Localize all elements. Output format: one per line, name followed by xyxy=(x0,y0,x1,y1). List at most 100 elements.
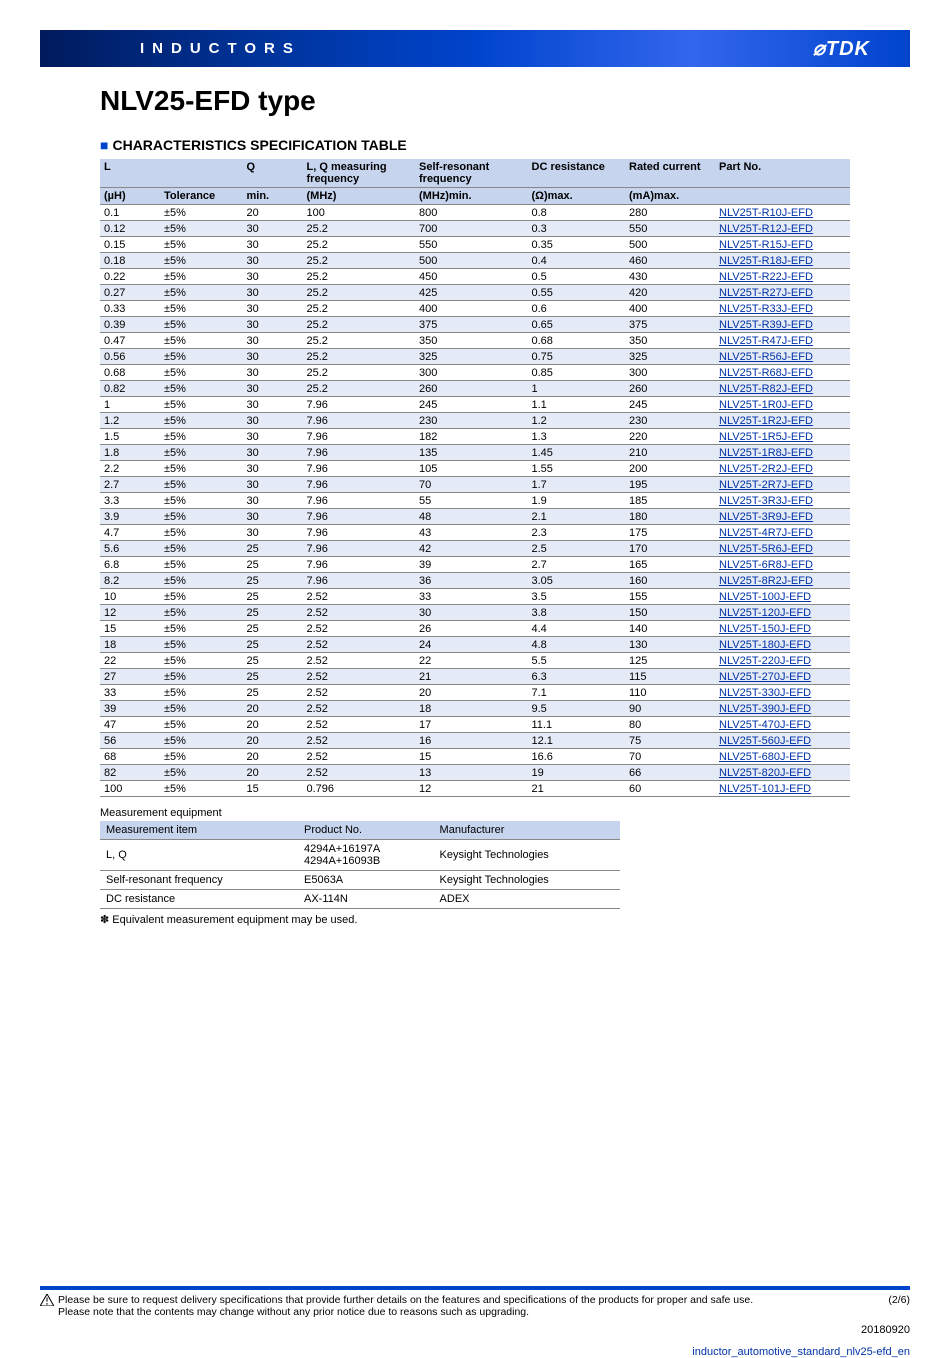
table-cell: 7.1 xyxy=(528,685,626,701)
table-cell: 25.2 xyxy=(303,333,416,349)
table-cell: 2.2 xyxy=(100,461,160,477)
part-link[interactable]: NLV25T-220J-EFD xyxy=(719,655,811,667)
spec-header: Self-resonant frequency xyxy=(415,159,528,188)
part-link[interactable]: NLV25T-R56J-EFD xyxy=(719,351,813,363)
part-link[interactable]: NLV25T-R18J-EFD xyxy=(719,255,813,267)
table-row: 18±5%252.52244.8130NLV25T-180J-EFD xyxy=(100,637,850,653)
part-link[interactable]: NLV25T-680J-EFD xyxy=(719,751,811,763)
table-cell: 30 xyxy=(243,253,303,269)
table-row: 15±5%252.52264.4140NLV25T-150J-EFD xyxy=(100,621,850,637)
part-link[interactable]: NLV25T-3R3J-EFD xyxy=(719,495,813,507)
part-link[interactable]: NLV25T-270J-EFD xyxy=(719,671,811,683)
table-cell: 20 xyxy=(243,701,303,717)
table-cell: 25 xyxy=(243,653,303,669)
table-cell: 15 xyxy=(415,749,528,765)
table-cell: 30 xyxy=(243,381,303,397)
part-link[interactable]: NLV25T-330J-EFD xyxy=(719,687,811,699)
table-cell: 350 xyxy=(625,333,715,349)
table-cell: 2.52 xyxy=(303,589,416,605)
table-cell: 0.39 xyxy=(100,317,160,333)
table-cell: NLV25T-680J-EFD xyxy=(715,749,850,765)
table-cell: 430 xyxy=(625,269,715,285)
table-row: 47±5%202.521711.180NLV25T-470J-EFD xyxy=(100,717,850,733)
table-cell: ±5% xyxy=(160,461,243,477)
table-row: 5.6±5%257.96422.5170NLV25T-5R6J-EFD xyxy=(100,541,850,557)
part-link[interactable]: NLV25T-8R2J-EFD xyxy=(719,575,813,587)
table-cell: ±5% xyxy=(160,349,243,365)
table-cell: 80 xyxy=(625,717,715,733)
part-link[interactable]: NLV25T-150J-EFD xyxy=(719,623,811,635)
table-cell: ±5% xyxy=(160,749,243,765)
part-link[interactable]: NLV25T-180J-EFD xyxy=(719,639,811,651)
table-cell: ±5% xyxy=(160,765,243,781)
part-link[interactable]: NLV25T-1R2J-EFD xyxy=(719,415,813,427)
table-cell: NLV25T-1R5J-EFD xyxy=(715,429,850,445)
table-cell: NLV25T-R39J-EFD xyxy=(715,317,850,333)
table-cell: 0.56 xyxy=(100,349,160,365)
spec-header: L, Q measuring frequency xyxy=(303,159,416,188)
table-cell: 47 xyxy=(100,717,160,733)
table-row: 0.27±5%3025.24250.55420NLV25T-R27J-EFD xyxy=(100,285,850,301)
table-cell: 21 xyxy=(415,669,528,685)
table-cell: 20 xyxy=(243,749,303,765)
table-cell: DC resistance xyxy=(100,890,298,909)
meas-header: Product No. xyxy=(298,821,434,840)
part-link[interactable]: NLV25T-120J-EFD xyxy=(719,607,811,619)
table-cell: 4.7 xyxy=(100,525,160,541)
part-link[interactable]: NLV25T-5R6J-EFD xyxy=(719,543,813,555)
spec-subheader: (MHz) xyxy=(303,188,416,205)
table-row: 0.82±5%3025.22601260NLV25T-R82J-EFD xyxy=(100,381,850,397)
part-link[interactable]: NLV25T-R10J-EFD xyxy=(719,207,813,219)
part-link[interactable]: NLV25T-R33J-EFD xyxy=(719,303,813,315)
table-cell: ±5% xyxy=(160,717,243,733)
part-link[interactable]: NLV25T-6R8J-EFD xyxy=(719,559,813,571)
table-cell: 135 xyxy=(415,445,528,461)
spec-header: L xyxy=(100,159,160,188)
table-cell: NLV25T-R82J-EFD xyxy=(715,381,850,397)
table-cell: 7.96 xyxy=(303,557,416,573)
part-link[interactable]: NLV25T-R27J-EFD xyxy=(719,287,813,299)
table-row: 0.12±5%3025.27000.3550NLV25T-R12J-EFD xyxy=(100,221,850,237)
table-cell: 8.2 xyxy=(100,573,160,589)
table-cell: ±5% xyxy=(160,237,243,253)
part-link[interactable]: NLV25T-101J-EFD xyxy=(719,783,811,795)
part-link[interactable]: NLV25T-3R9J-EFD xyxy=(719,511,813,523)
table-cell: 3.05 xyxy=(528,573,626,589)
table-cell: NLV25T-R68J-EFD xyxy=(715,365,850,381)
spec-header: DC resistance xyxy=(528,159,626,188)
table-cell: 20 xyxy=(243,717,303,733)
part-link[interactable]: NLV25T-2R2J-EFD xyxy=(719,463,813,475)
part-link[interactable]: NLV25T-R47J-EFD xyxy=(719,335,813,347)
table-cell: 25.2 xyxy=(303,381,416,397)
table-row: 0.18±5%3025.25000.4460NLV25T-R18J-EFD xyxy=(100,253,850,269)
spec-subheader: Tolerance xyxy=(160,188,243,205)
meas-header: Measurement item xyxy=(100,821,298,840)
part-link[interactable]: NLV25T-1R0J-EFD xyxy=(719,399,813,411)
part-link[interactable]: NLV25T-390J-EFD xyxy=(719,703,811,715)
part-link[interactable]: NLV25T-470J-EFD xyxy=(719,719,811,731)
table-cell: 325 xyxy=(415,349,528,365)
part-link[interactable]: NLV25T-4R7J-EFD xyxy=(719,527,813,539)
table-cell: 1.55 xyxy=(528,461,626,477)
part-link[interactable]: NLV25T-560J-EFD xyxy=(719,735,811,747)
table-cell: 30 xyxy=(243,461,303,477)
table-cell: 2.52 xyxy=(303,605,416,621)
table-cell: 195 xyxy=(625,477,715,493)
section-header: CHARACTERISTICS SPECIFICATION TABLE xyxy=(100,137,850,153)
part-link[interactable]: NLV25T-1R8J-EFD xyxy=(719,447,813,459)
part-link[interactable]: NLV25T-R22J-EFD xyxy=(719,271,813,283)
table-cell: 24 xyxy=(415,637,528,653)
part-link[interactable]: NLV25T-R12J-EFD xyxy=(719,223,813,235)
part-link[interactable]: NLV25T-1R5J-EFD xyxy=(719,431,813,443)
table-cell: 26 xyxy=(415,621,528,637)
part-link[interactable]: NLV25T-R68J-EFD xyxy=(719,367,813,379)
table-cell: NLV25T-120J-EFD xyxy=(715,605,850,621)
part-link[interactable]: NLV25T-R39J-EFD xyxy=(719,319,813,331)
part-link[interactable]: NLV25T-R15J-EFD xyxy=(719,239,813,251)
table-row: 1.5±5%307.961821.3220NLV25T-1R5J-EFD xyxy=(100,429,850,445)
part-link[interactable]: NLV25T-100J-EFD xyxy=(719,591,811,603)
part-link[interactable]: NLV25T-2R7J-EFD xyxy=(719,479,813,491)
part-link[interactable]: NLV25T-R82J-EFD xyxy=(719,383,813,395)
table-cell: 7.96 xyxy=(303,509,416,525)
part-link[interactable]: NLV25T-820J-EFD xyxy=(719,767,811,779)
